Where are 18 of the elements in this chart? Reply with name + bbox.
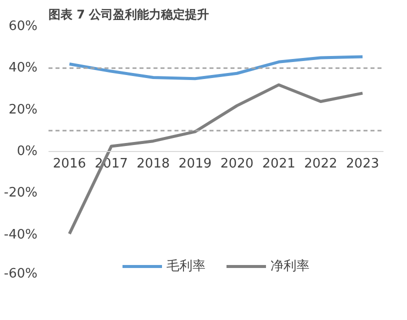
line-series	[68, 55, 364, 80]
x-tick-label: 2023	[346, 156, 380, 172]
x-tick-label: 2020	[220, 156, 254, 172]
legend-label: 毛利率	[166, 258, 206, 275]
x-tick-label: 2016	[52, 156, 86, 172]
y-tick-label: -40%	[4, 227, 38, 242]
y-tick-label: 60%	[8, 19, 38, 34]
x-tick-label: 2022	[304, 156, 338, 172]
y-tick-label: 40%	[8, 60, 38, 76]
x-tick-label: 2021	[262, 156, 296, 172]
y-tick-label: 0%	[16, 144, 38, 159]
x-tick-label: 2019	[178, 156, 212, 172]
y-tick-label: -20%	[4, 186, 38, 201]
y-tick-label: 20%	[8, 102, 38, 118]
y-tick-label: -60%	[4, 266, 38, 282]
legend-label: 净利率	[270, 258, 310, 275]
chart-title: 图表 7 公司盈利能力稳定提升	[48, 8, 210, 22]
x-tick-label: 2018	[136, 156, 170, 172]
